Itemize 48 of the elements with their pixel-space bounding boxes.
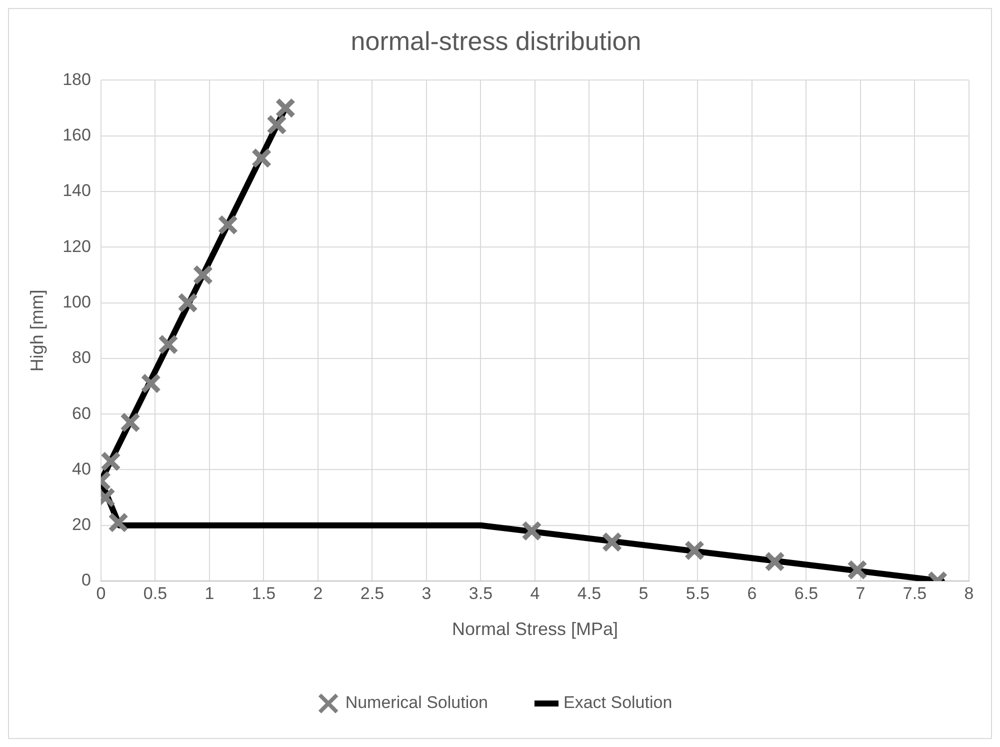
x-tick-label: 6.5 — [794, 584, 818, 603]
y-tick-label: 60 — [72, 404, 91, 423]
point — [140, 373, 162, 394]
x-tick-label: 2.5 — [360, 584, 384, 603]
x-tick-label: 4 — [530, 584, 540, 603]
point — [108, 512, 129, 533]
point — [846, 560, 868, 580]
point — [602, 532, 622, 552]
point — [177, 292, 198, 314]
point — [192, 264, 214, 286]
point — [684, 540, 705, 561]
point — [275, 98, 296, 118]
x-tick-label: 7.5 — [902, 584, 927, 603]
point — [266, 114, 288, 135]
legend-label: Exact Solution — [564, 693, 672, 712]
point — [521, 520, 542, 542]
y-tick-label: 0 — [81, 570, 91, 590]
x-tick-label: 8 — [964, 584, 974, 603]
point — [218, 214, 238, 236]
y-tick-label: 80 — [72, 348, 91, 368]
y-tick-label: 140 — [62, 181, 91, 200]
x-tick-label: 6 — [747, 584, 757, 603]
point — [251, 148, 272, 168]
x-tick-label: 5 — [638, 584, 648, 603]
x-tick-label: 1.5 — [252, 584, 276, 603]
y-tick-label: 120 — [62, 236, 91, 256]
x-axis-title: Normal Stress [MPa] — [452, 619, 618, 640]
x-tick-label: 3 — [422, 584, 432, 603]
x-tick-label: 3.5 — [468, 584, 493, 603]
y-tick-label: 100 — [62, 292, 91, 312]
y-tick-label: 180 — [62, 70, 91, 89]
x-tick-label: 2 — [313, 584, 323, 603]
x-tick-label: 0 — [96, 584, 106, 603]
point — [158, 334, 179, 355]
chart-title: normal-stress distribution — [350, 26, 642, 56]
point — [120, 412, 141, 433]
y-tick-label: 20 — [72, 515, 91, 534]
point — [100, 451, 122, 472]
legend-label: Numerical Solution — [345, 693, 488, 712]
y-tick-label: 40 — [72, 459, 91, 478]
y-tick-label: 160 — [62, 126, 91, 145]
x-tick-label: 7 — [856, 584, 866, 603]
point — [764, 551, 786, 572]
x-tick-label: 4.5 — [577, 584, 602, 603]
x-tick-label: 1 — [204, 584, 214, 603]
y-axis-title: High [mm] — [26, 290, 47, 372]
x-tick-label: 0.5 — [143, 584, 168, 603]
x-tick-label: 5.5 — [686, 584, 710, 603]
